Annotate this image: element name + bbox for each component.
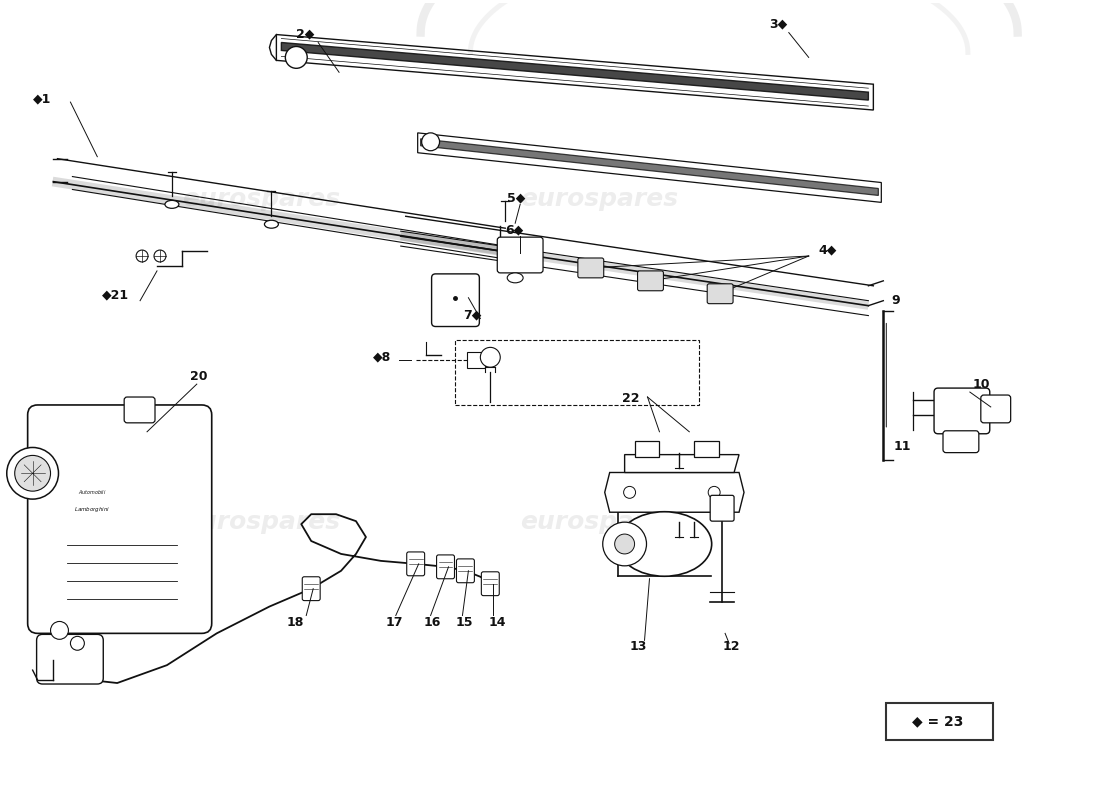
FancyBboxPatch shape — [943, 430, 979, 453]
FancyBboxPatch shape — [431, 274, 480, 326]
FancyBboxPatch shape — [437, 555, 454, 578]
Circle shape — [14, 455, 51, 491]
Text: 2◆: 2◆ — [296, 27, 315, 41]
Circle shape — [624, 486, 636, 498]
Ellipse shape — [285, 46, 307, 68]
Circle shape — [708, 486, 720, 498]
Text: eurospares: eurospares — [520, 187, 679, 211]
Text: 12: 12 — [722, 640, 739, 654]
Circle shape — [615, 534, 635, 554]
FancyBboxPatch shape — [407, 552, 425, 576]
Ellipse shape — [264, 220, 278, 228]
Text: 7◆: 7◆ — [463, 309, 482, 322]
FancyBboxPatch shape — [124, 397, 155, 423]
Text: 20: 20 — [190, 370, 207, 383]
Circle shape — [603, 522, 647, 566]
Text: ◆ = 23: ◆ = 23 — [912, 714, 964, 729]
Text: eurospares: eurospares — [182, 187, 340, 211]
Text: 3◆: 3◆ — [769, 18, 788, 30]
FancyBboxPatch shape — [934, 388, 990, 434]
FancyBboxPatch shape — [707, 284, 733, 304]
Text: 18: 18 — [286, 617, 304, 630]
FancyBboxPatch shape — [302, 577, 320, 601]
Text: 11: 11 — [893, 440, 911, 453]
Polygon shape — [468, 352, 485, 368]
Polygon shape — [887, 703, 993, 740]
Text: 5◆: 5◆ — [507, 191, 526, 204]
Circle shape — [154, 250, 166, 262]
Polygon shape — [605, 473, 744, 512]
FancyBboxPatch shape — [635, 441, 659, 457]
Text: 15: 15 — [455, 617, 473, 630]
Polygon shape — [420, 139, 878, 195]
Text: 13: 13 — [629, 640, 647, 654]
Ellipse shape — [617, 512, 712, 576]
Text: eurospares: eurospares — [182, 510, 340, 534]
FancyBboxPatch shape — [456, 559, 474, 582]
Ellipse shape — [421, 133, 440, 150]
Ellipse shape — [507, 273, 524, 283]
Text: 14: 14 — [488, 617, 506, 630]
FancyBboxPatch shape — [578, 258, 604, 278]
FancyBboxPatch shape — [36, 634, 103, 684]
Circle shape — [70, 636, 85, 650]
FancyBboxPatch shape — [638, 271, 663, 290]
Polygon shape — [625, 454, 739, 473]
FancyBboxPatch shape — [711, 495, 734, 521]
Ellipse shape — [165, 200, 179, 208]
Circle shape — [7, 447, 58, 499]
FancyBboxPatch shape — [28, 405, 211, 634]
Circle shape — [136, 250, 149, 262]
FancyBboxPatch shape — [482, 572, 499, 596]
FancyBboxPatch shape — [981, 395, 1011, 423]
Text: ◆21: ◆21 — [102, 289, 130, 302]
Text: 16: 16 — [424, 617, 441, 630]
Text: ◆1: ◆1 — [33, 92, 51, 105]
Text: $\mathit{Automobili}$: $\mathit{Automobili}$ — [78, 488, 107, 496]
FancyBboxPatch shape — [694, 441, 719, 457]
Polygon shape — [282, 42, 868, 100]
Text: 17: 17 — [386, 617, 404, 630]
Text: 10: 10 — [972, 378, 990, 391]
Circle shape — [51, 622, 68, 639]
Text: 22: 22 — [621, 392, 639, 405]
Text: ◆8: ◆8 — [373, 350, 392, 363]
Text: 9: 9 — [891, 294, 900, 306]
Circle shape — [481, 347, 500, 367]
Text: $\mathit{Lamborghini}$: $\mathit{Lamborghini}$ — [74, 505, 110, 514]
Text: 4◆: 4◆ — [818, 243, 837, 256]
Text: eurospares: eurospares — [520, 510, 679, 534]
FancyBboxPatch shape — [497, 237, 543, 273]
Text: 6◆: 6◆ — [505, 223, 524, 236]
